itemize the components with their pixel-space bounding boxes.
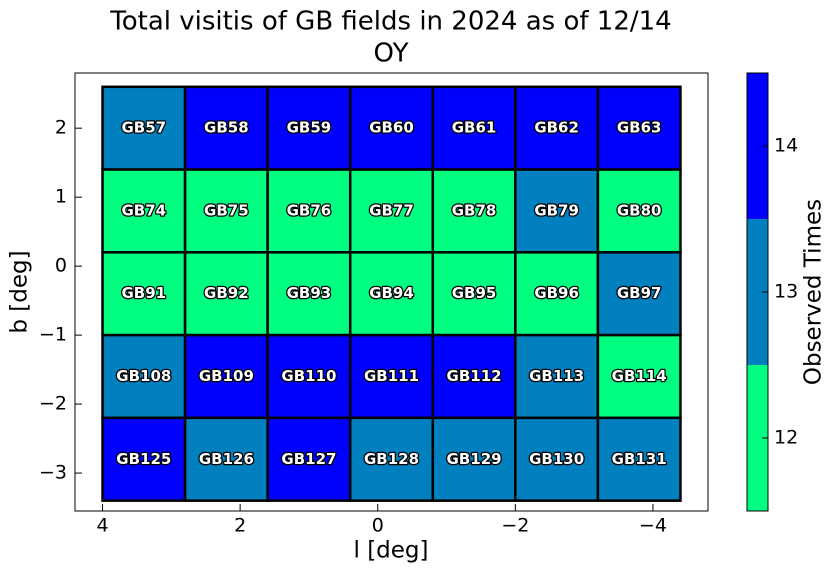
field-label: GB111 <box>364 367 419 385</box>
field-cell <box>514 416 600 502</box>
field-label: GB110 <box>281 367 336 385</box>
x-tick-label: 0 <box>372 515 384 537</box>
field-label: GB108 <box>116 367 171 385</box>
field-label: GB76 <box>287 201 332 219</box>
field-label: GB61 <box>452 119 497 137</box>
x-tick-label: 4 <box>96 515 108 537</box>
x-tick-label: −2 <box>501 515 529 537</box>
field-label: GB125 <box>116 450 171 468</box>
field-cell <box>596 168 682 254</box>
field-cell <box>101 416 187 502</box>
field-label: GB127 <box>281 450 336 468</box>
field-cell <box>431 251 517 337</box>
field-cell <box>101 333 187 420</box>
x-tick-label: 2 <box>234 515 246 537</box>
colorbar-segment <box>747 219 768 365</box>
y-tick-label: 2 <box>55 117 67 139</box>
y-tick-label: 1 <box>55 186 67 208</box>
field-label: GB74 <box>121 201 166 219</box>
field-label: GB96 <box>534 284 579 302</box>
colorbar-tick-label: 12 <box>774 427 798 449</box>
field-cell <box>101 85 187 171</box>
field-label: GB78 <box>452 201 497 219</box>
field-cell <box>183 251 269 337</box>
field-cell <box>183 85 269 171</box>
field-label: GB130 <box>529 450 584 468</box>
field-label: GB92 <box>204 284 249 302</box>
field-label: GB59 <box>287 119 332 137</box>
field-cell <box>596 416 682 502</box>
field-label: GB60 <box>369 119 414 137</box>
field-cell <box>266 251 352 337</box>
field-cell <box>431 168 517 254</box>
y-tick-label: −3 <box>39 462 67 484</box>
y-tick-label: −2 <box>39 393 67 415</box>
field-label: GB62 <box>534 119 579 137</box>
x-tick-label: −4 <box>639 515 667 537</box>
field-label: GB93 <box>287 284 332 302</box>
chart-subtitle: OY <box>374 39 409 69</box>
field-cell <box>183 333 269 420</box>
colorbar-tick-label: 13 <box>774 281 798 303</box>
field-label: GB75 <box>204 201 249 219</box>
field-label: GB129 <box>447 450 502 468</box>
field-label: GB91 <box>121 284 166 302</box>
field-label: GB58 <box>204 119 249 137</box>
chart-title: Total visitis of GB fields in 2024 as of… <box>109 7 671 37</box>
field-cell <box>596 251 682 337</box>
y-tick-label: −1 <box>39 324 67 346</box>
field-label: GB80 <box>617 201 662 219</box>
field-label: GB126 <box>199 450 254 468</box>
field-cell <box>514 251 600 337</box>
colorbar-label: Observed Times <box>801 199 827 385</box>
field-cell <box>514 333 600 420</box>
plot-frame <box>74 72 709 512</box>
x-axis-label: l [deg] <box>354 538 429 564</box>
field-label: GB114 <box>612 367 667 385</box>
field-label: GB57 <box>121 119 166 137</box>
field-cell <box>514 85 600 171</box>
colorbar-tick-label: 14 <box>774 135 798 157</box>
field-label: GB109 <box>199 367 254 385</box>
field-label: GB128 <box>364 450 419 468</box>
colorbar-segment <box>747 365 768 511</box>
y-tick-label: 0 <box>55 255 67 277</box>
field-cell <box>266 416 352 502</box>
y-axis-label: b [deg] <box>7 250 33 333</box>
field-cell <box>101 168 187 254</box>
field-label: GB79 <box>534 201 579 219</box>
field-label: GB97 <box>617 284 662 302</box>
field-label: GB94 <box>369 284 414 302</box>
field-label: GB63 <box>617 119 662 137</box>
field-cell <box>266 168 352 254</box>
field-label: GB131 <box>612 450 667 468</box>
field-label: GB95 <box>452 284 497 302</box>
field-label: GB113 <box>529 367 584 385</box>
colorbar-segment <box>747 73 768 219</box>
field-label: GB112 <box>447 367 502 385</box>
field-label: GB77 <box>369 201 414 219</box>
